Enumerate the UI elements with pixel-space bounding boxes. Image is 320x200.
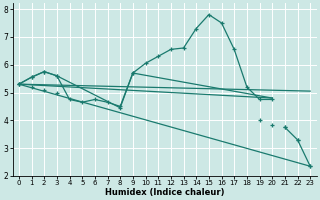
X-axis label: Humidex (Indice chaleur): Humidex (Indice chaleur) bbox=[105, 188, 224, 197]
